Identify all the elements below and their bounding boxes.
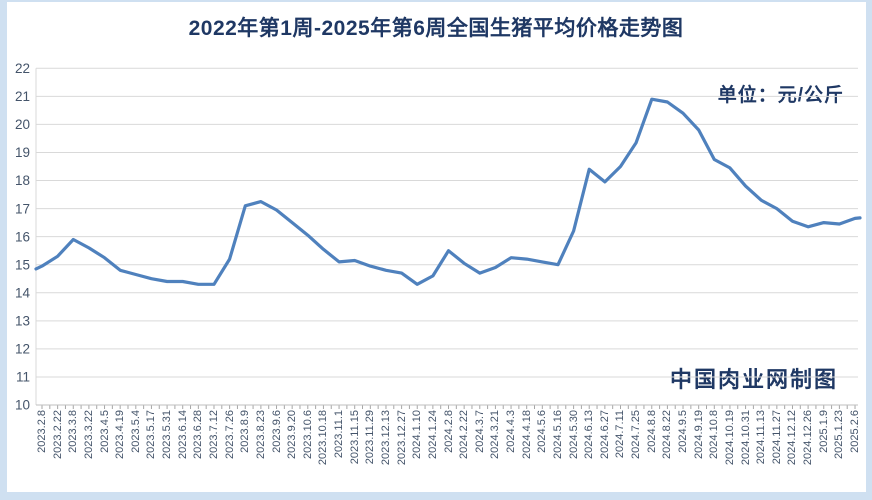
x-tick-label: 2024.8.8 <box>645 410 658 453</box>
x-tick-label: 2025.1.23 <box>833 410 846 459</box>
x-tick-label: 2023.8.23 <box>254 410 267 459</box>
y-tick-label: 11 <box>16 370 30 385</box>
x-tick-label: 2023.6.14 <box>176 410 189 459</box>
x-tick-label: 2024.12.12 <box>786 410 799 466</box>
frame-bottom <box>0 492 872 500</box>
x-tick-label: 2023.8.9 <box>239 410 252 453</box>
y-tick-label: 10 <box>15 398 30 413</box>
x-tick-label: 2024.10.8 <box>708 410 721 459</box>
x-tick-label: 2023.10.6 <box>301 410 314 459</box>
x-tick-label: 2023.9.20 <box>286 410 299 459</box>
x-tick-label: 2024.9.5 <box>677 410 690 453</box>
x-tick-label: 2024.3.21 <box>489 410 502 459</box>
x-tick-label: 2023.2.8 <box>36 410 48 453</box>
watermark: 中国肉业网制图 <box>669 367 838 392</box>
x-tick-label: 2024.11.27 <box>770 410 783 465</box>
x-tick-label: 2023.11.15 <box>348 410 361 465</box>
x-tick-label: 2024.1.24 <box>426 410 439 459</box>
y-tick-label: 20 <box>15 117 30 132</box>
y-tick-label: 13 <box>15 314 30 329</box>
y-tick-label: 21 <box>15 89 30 104</box>
x-tick-label: 2024.12.26 <box>802 410 815 466</box>
x-tick-label: 2024.11.13 <box>755 410 768 465</box>
x-tick-label: 2023.5.17 <box>145 410 158 459</box>
x-tick-label: 2023.9.6 <box>270 410 283 453</box>
y-tick-label: 14 <box>15 285 31 300</box>
x-tick-label: 2024.2.22 <box>458 410 471 459</box>
x-tick-label: 2023.6.28 <box>192 410 205 459</box>
x-tick-label: 2023.12.27 <box>395 410 408 466</box>
x-tick-label: 2024.7.25 <box>630 410 643 459</box>
y-tick-label: 17 <box>15 201 30 216</box>
x-tick-label: 2024.6.13 <box>583 410 596 459</box>
x-tick-label: 2023.7.12 <box>207 410 220 459</box>
x-tick-label: 2023.11.29 <box>364 410 377 465</box>
frame-top <box>0 0 872 2</box>
x-tick-label: 2024.10.19 <box>723 410 736 466</box>
x-tick-label: 2024.9.19 <box>692 410 705 459</box>
frame-right <box>866 0 872 500</box>
x-tick-label: 2023.5.4 <box>129 410 142 453</box>
y-tick-label: 15 <box>15 257 30 272</box>
x-tick-label: 2024.6.27 <box>598 410 611 459</box>
x-tick-label: 2024.5.30 <box>567 410 580 459</box>
x-tick-label: 2023.4.5 <box>98 410 111 453</box>
x-tick-label: 2023.2.22 <box>51 410 64 459</box>
x-tick-label: 2023.4.19 <box>114 410 127 459</box>
unit-label: 单位：元/公斤 <box>717 85 844 106</box>
x-tick-label: 2025.2.6 <box>849 410 862 453</box>
x-tick-label: 2023.7.26 <box>223 410 236 459</box>
price-line <box>34 97 862 286</box>
frame-left <box>0 0 7 500</box>
x-tick-label: 2023.3.8 <box>67 410 80 453</box>
x-tick-label: 2024.5.16 <box>551 410 564 459</box>
x-tick-label: 2024.4.3 <box>505 410 518 453</box>
x-tick-label: 2024.10.31 <box>739 410 752 466</box>
x-tick-label: 2024.1.10 <box>411 410 424 459</box>
x-tick-label: 2025.1.9 <box>817 410 830 453</box>
x-tick-label: 2023.11.1 <box>333 410 346 459</box>
x-tick-label: 2024.4.18 <box>520 410 533 459</box>
x-tick-label: 2023.10.18 <box>317 410 330 466</box>
y-tick-label: 16 <box>15 229 30 244</box>
x-tick-label: 2023.3.22 <box>82 410 95 459</box>
y-tick-label: 22 <box>15 61 30 76</box>
y-tick-label: 19 <box>15 145 30 160</box>
x-tick-label: 2024.2.8 <box>442 410 455 453</box>
x-tick-label: 2024.7.11 <box>614 410 627 459</box>
x-tick-label: 2024.3.7 <box>473 410 486 453</box>
y-tick-label: 12 <box>15 342 30 357</box>
chart-title: 2022年第1周-2025年第6周全国生猪平均价格走势图 <box>188 17 684 40</box>
y-tick-label: 18 <box>15 173 30 188</box>
x-tick-label: 2023.12.13 <box>379 410 392 466</box>
x-tick-label: 2024.8.22 <box>661 410 674 459</box>
x-tick-label: 2024.5.6 <box>536 410 549 453</box>
x-tick-label: 2023.5.31 <box>161 410 174 459</box>
